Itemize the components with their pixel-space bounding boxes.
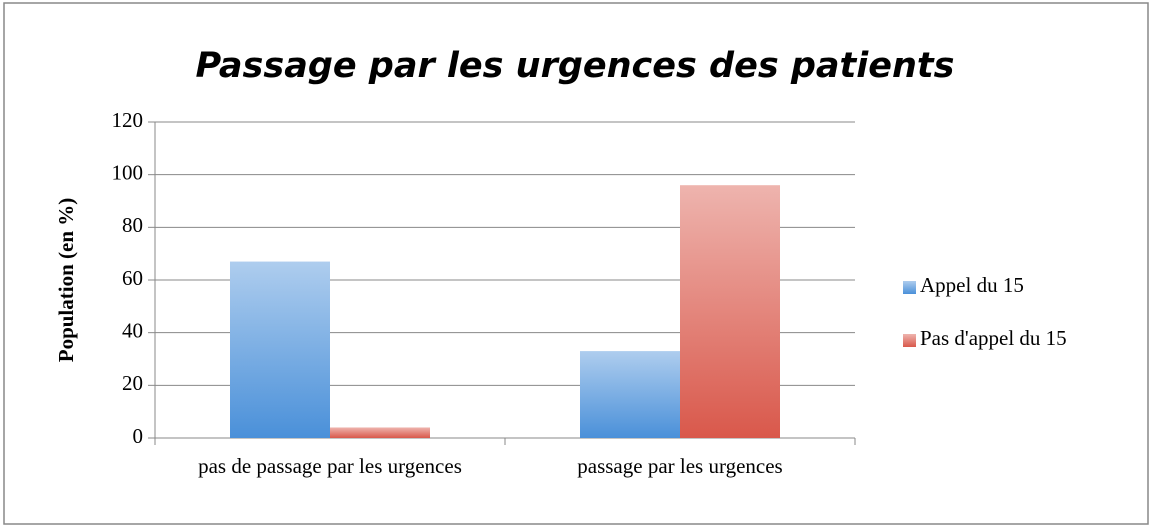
- y-tick-label: 60: [122, 266, 143, 290]
- x-tick-label: passage par les urgences: [577, 454, 783, 478]
- bar: [330, 427, 430, 438]
- bar: [580, 351, 680, 438]
- bar: [680, 185, 780, 438]
- chart-title: Passage par les urgences des patients: [196, 46, 955, 86]
- x-tick-label: pas de passage par les urgences: [198, 454, 462, 478]
- y-tick-label: 20: [122, 371, 143, 395]
- y-tick-label: 0: [133, 424, 144, 448]
- x-tick-label-box: pas de passage par les urgences: [198, 454, 462, 478]
- chart-frame: [3, 2, 1149, 525]
- y-axis-label: Population (en %): [54, 198, 78, 363]
- y-tick-label: 120: [112, 108, 144, 132]
- y-tick-label: 100: [112, 160, 144, 184]
- y-tick-label: 40: [122, 318, 143, 342]
- y-tick-label: 80: [122, 213, 143, 237]
- x-tick-label-box: passage par les urgences: [577, 454, 783, 478]
- legend-swatch: [903, 334, 916, 347]
- bar: [230, 261, 330, 438]
- legend-label: Appel du 15: [920, 273, 1024, 297]
- legend-label: Pas d'appel du 15: [920, 326, 1067, 350]
- legend-swatch: [903, 281, 916, 294]
